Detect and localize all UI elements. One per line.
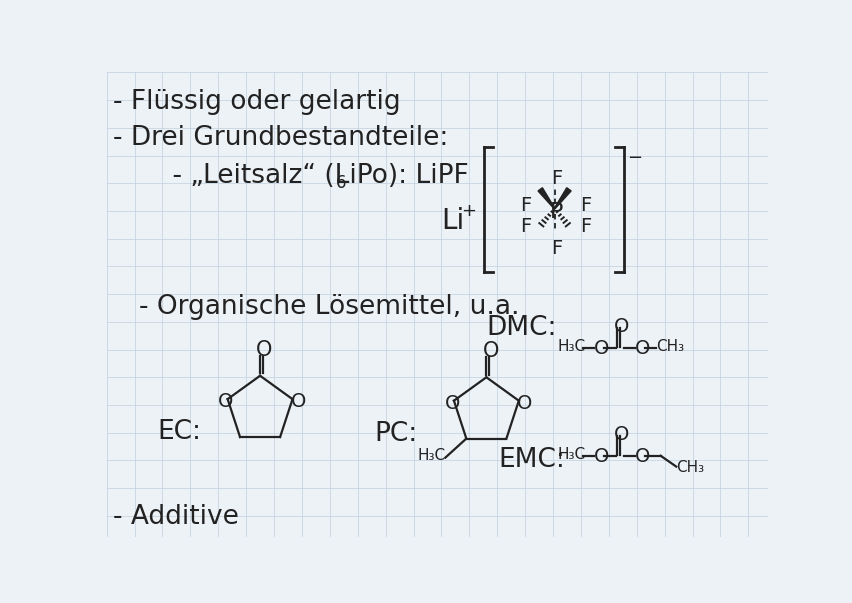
Text: F: F bbox=[550, 169, 561, 188]
Text: P: P bbox=[550, 203, 562, 223]
Text: F: F bbox=[550, 239, 561, 257]
Text: DMC:: DMC: bbox=[486, 315, 556, 341]
Text: O: O bbox=[613, 425, 628, 444]
Text: 6: 6 bbox=[336, 174, 346, 192]
Text: O: O bbox=[635, 339, 650, 358]
Text: O: O bbox=[218, 392, 233, 411]
Text: O: O bbox=[291, 392, 306, 411]
Text: O: O bbox=[516, 394, 532, 413]
Text: CH₃: CH₃ bbox=[655, 339, 683, 354]
Text: O: O bbox=[593, 339, 609, 358]
Text: F: F bbox=[579, 217, 590, 236]
Text: - Flüssig oder gelartig: - Flüssig oder gelartig bbox=[112, 89, 400, 115]
Text: O: O bbox=[613, 317, 628, 336]
Text: H₃C: H₃C bbox=[417, 447, 445, 463]
Text: EC:: EC: bbox=[157, 419, 201, 445]
Polygon shape bbox=[538, 188, 555, 209]
Text: H₃C: H₃C bbox=[557, 339, 585, 354]
Text: F: F bbox=[520, 196, 531, 215]
Text: −: − bbox=[626, 148, 641, 166]
Text: H₃C: H₃C bbox=[557, 447, 585, 461]
Text: - „Leitsalz“ (LiPo): LiPF: - „Leitsalz“ (LiPo): LiPF bbox=[139, 163, 469, 189]
Text: - Organische Lösemittel, u.a.: - Organische Lösemittel, u.a. bbox=[139, 294, 519, 320]
Text: F: F bbox=[579, 196, 590, 215]
Text: F: F bbox=[520, 217, 531, 236]
Text: +: + bbox=[461, 202, 476, 219]
Text: - Drei Grundbestandteile:: - Drei Grundbestandteile: bbox=[112, 125, 447, 151]
Text: Li: Li bbox=[440, 207, 464, 235]
Text: - Additive: - Additive bbox=[112, 504, 239, 529]
Text: CH₃: CH₃ bbox=[676, 461, 704, 475]
Text: O: O bbox=[256, 339, 273, 359]
Text: EMC:: EMC: bbox=[498, 447, 564, 473]
Text: O: O bbox=[444, 394, 459, 413]
Text: O: O bbox=[593, 447, 609, 466]
Polygon shape bbox=[554, 188, 571, 209]
Text: O: O bbox=[635, 447, 650, 466]
Text: O: O bbox=[482, 341, 498, 361]
Text: PC:: PC: bbox=[373, 421, 417, 447]
